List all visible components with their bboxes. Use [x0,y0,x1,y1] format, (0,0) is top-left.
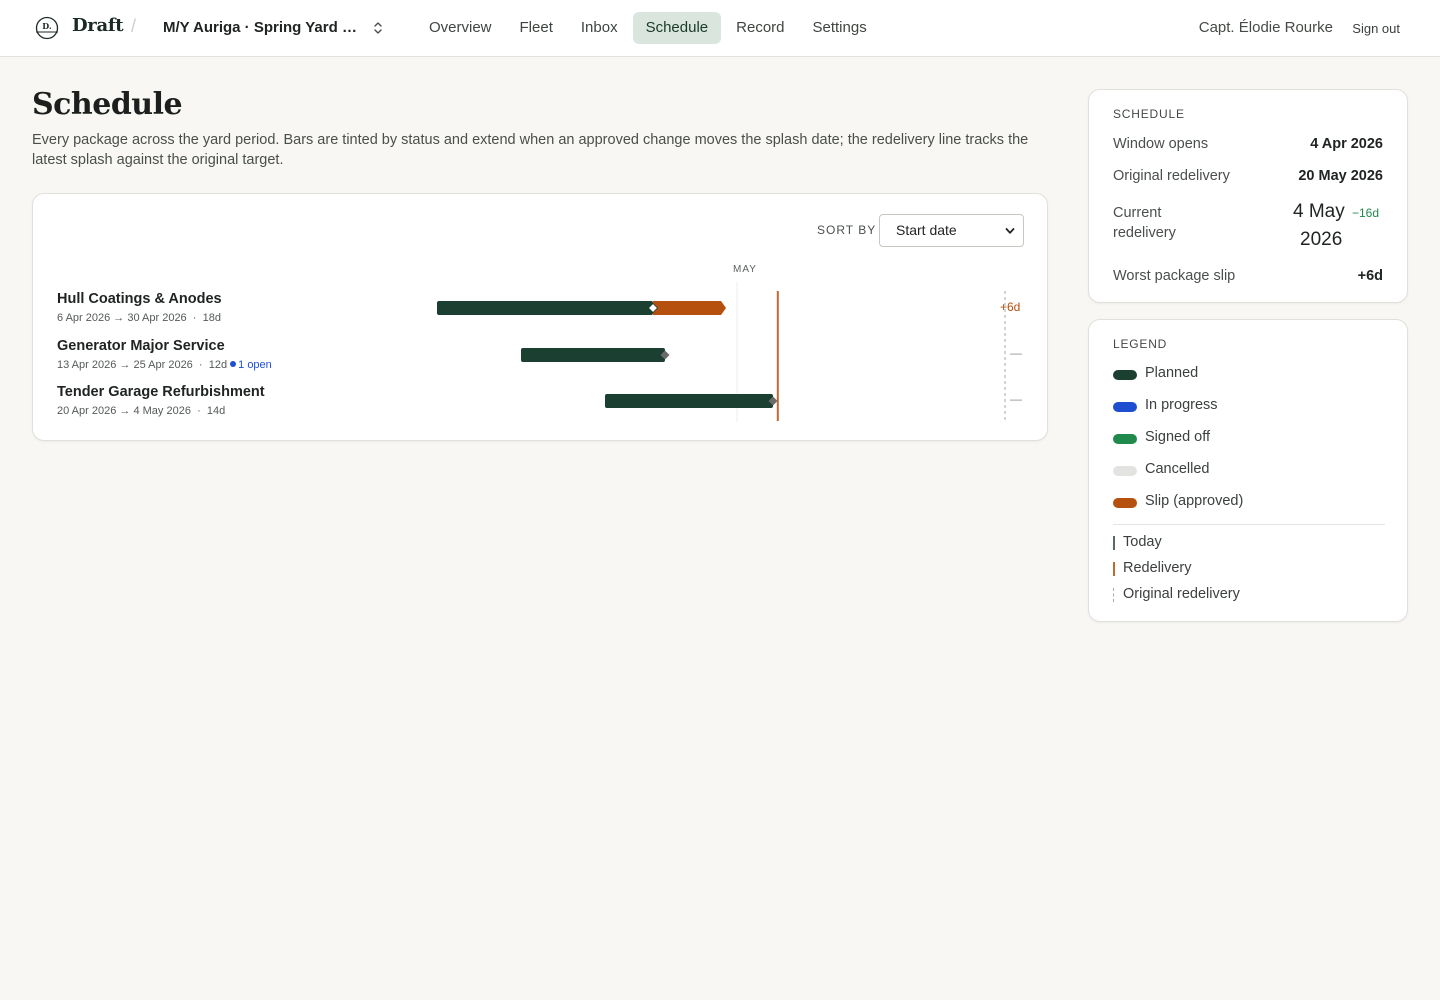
meta-separator: · [195,359,206,371]
main-nav: Overview Fleet Inbox Schedule Record Set… [416,12,882,44]
nav-settings[interactable]: Settings [812,19,867,36]
legend-label: Cancelled [1145,461,1210,477]
current-redelivery-year: 2026 [1300,229,1343,250]
current-redelivery-label-2: redelivery [1113,225,1176,241]
schedule-summary-card: SCHEDULE Window opens 4 Apr 2026 Origina… [1088,89,1408,303]
nav-overview[interactable]: Overview [429,19,492,36]
sort-select[interactable]: Start date [879,214,1024,247]
package-name[interactable]: Tender Garage Refurbishment [57,384,265,400]
legend-label: Redelivery [1123,560,1192,576]
legend-label: Original redelivery [1123,586,1240,602]
top-bar: D. Draft / M/Y Auriga · Spring Yard P...… [0,0,1440,57]
project-switcher-label[interactable]: M/Y Auriga · Spring Yard P... [163,19,359,36]
chevron-updown-icon[interactable] [372,20,384,36]
worst-slip-label: Worst package slip [1113,268,1236,284]
current-redelivery-label: Current [1113,205,1162,221]
current-redelivery-date: 4 May [1293,201,1345,222]
package-name[interactable]: Hull Coatings & Anodes [57,291,222,307]
brand-logo-icon[interactable]: D. [35,16,59,40]
meta-separator: · [189,312,200,324]
legend-swatch [1113,498,1137,508]
worst-slip-value: +6d [1357,268,1383,284]
planned-bar[interactable] [437,301,653,315]
arrow-right-icon: → [119,359,131,371]
package-end: 25 Apr 2026 [133,359,193,371]
page-title: Schedule [32,87,183,122]
legend-swatch [1113,434,1137,444]
package-end: 4 May 2026 [133,405,191,417]
user-name[interactable]: Capt. Élodie Rourke [1198,19,1333,36]
legend-label: Slip (approved) [1145,493,1244,509]
original-redelivery-line-icon [1113,588,1114,602]
nav-fleet[interactable]: Fleet [519,19,553,36]
original-redelivery-label: Original redelivery [1113,168,1230,184]
package-duration: 12d [208,359,228,371]
package-start: 6 Apr 2026 [57,312,111,324]
legend-swatch [1113,466,1137,476]
legend-swatch [1113,370,1137,380]
legend-label: In progress [1145,397,1218,413]
planned-bar[interactable] [605,394,773,408]
package-start: 20 Apr 2026 [57,405,117,417]
sign-out-button[interactable]: Sign out [1352,21,1400,36]
current-redelivery-delta: −16d [1352,206,1380,220]
slip-tag: — [1010,346,1022,360]
package-meta: 20 Apr 2026 → 4 May 2026 · 14d [57,405,225,417]
schedule-heading: SCHEDULE [1113,107,1185,121]
nav-record[interactable]: Record [736,19,785,36]
redelivery-line-icon [1113,562,1115,576]
package-duration: 18d [202,312,221,324]
package-start: 13 Apr 2026 [57,359,117,371]
slip-bar[interactable] [653,301,726,315]
legend-label: Planned [1145,365,1199,381]
breadcrumb-separator: / [131,16,137,36]
legend-heading: LEGEND [1113,337,1168,351]
brand-mark-text: D. [42,21,52,31]
arrow-right-icon: → [119,405,131,417]
package-meta: 13 Apr 2026 → 25 Apr 2026 · 12d 1 open [57,359,272,371]
slip-tag: — [1010,392,1022,406]
month-label: MAY [733,264,757,275]
package-duration: 14d [206,405,226,417]
legend-card: LEGEND Planned In progress Signed off Ca… [1088,319,1408,622]
arrow-right-icon: → [113,312,125,324]
open-items-text: 1 open [238,359,272,371]
gantt-card: SORT BY Start date MAY Hull Coatings & A… [32,193,1048,441]
status-dot-icon [230,361,237,367]
sort-label: SORT BY [817,223,877,237]
page-description: Every package across the yard period. Ba… [32,132,1029,168]
nav-schedule[interactable]: Schedule [632,12,722,44]
chevron-down-icon [1005,228,1015,234]
nav-inbox[interactable]: Inbox [580,19,618,36]
original-redelivery-value: 20 May 2026 [1298,168,1383,184]
legend-swatch [1113,402,1137,412]
legend-label: Signed off [1145,429,1211,445]
package-end: 30 Apr 2026 [127,312,187,324]
planned-bar[interactable] [521,348,665,362]
slip-tag: +6d [1000,300,1021,314]
window-opens-label: Window opens [1113,136,1209,152]
package-meta: 6 Apr 2026 → 30 Apr 2026 · 18d [57,312,221,324]
today-line-icon [1113,536,1115,550]
sort-select-value: Start date [896,222,957,238]
package-name[interactable]: Generator Major Service [57,338,225,354]
meta-separator: · [194,405,204,417]
legend-divider [1113,524,1385,525]
brand-name[interactable]: Draft [72,15,124,36]
open-items-badge[interactable]: 1 open [230,359,272,371]
legend-label: Today [1123,534,1162,550]
window-opens-value: 4 Apr 2026 [1310,136,1383,152]
